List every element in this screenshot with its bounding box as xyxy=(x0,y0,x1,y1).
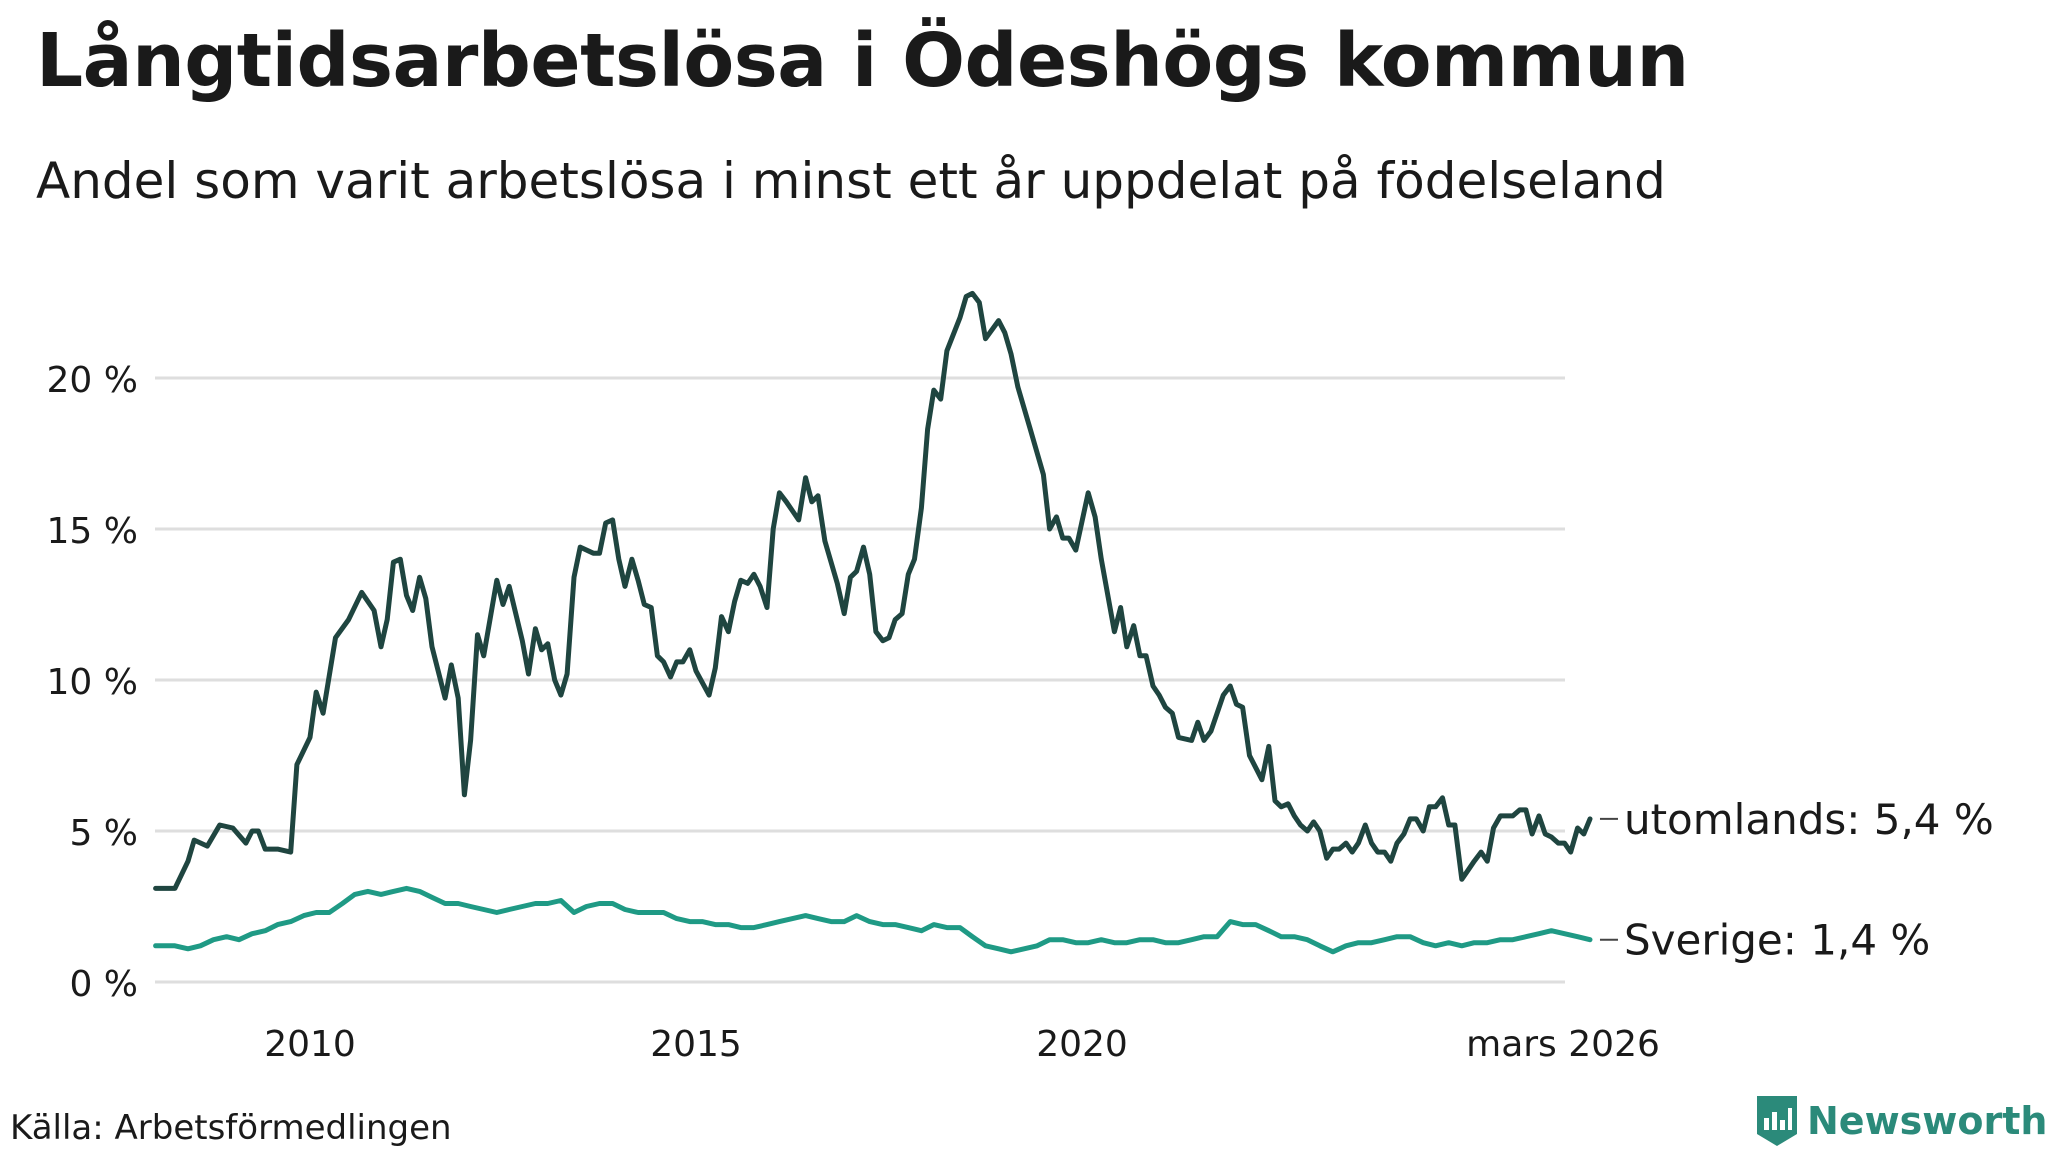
chart-subtitle: Andel som varit arbetslösa i minst ett å… xyxy=(36,152,1666,210)
y-tick-label: 20 % xyxy=(47,360,138,401)
series-line-utomlands xyxy=(153,290,1593,891)
newsworthy-logo-icon xyxy=(1757,1096,1797,1146)
brand-logo: Newsworthy xyxy=(1755,1094,2048,1148)
x-tick-label: 2020 xyxy=(1036,1024,1128,1065)
y-tick-label: 0 % xyxy=(69,964,138,1005)
x-tick-label: 2010 xyxy=(264,1024,356,1065)
series-end-labels: utomlands: 5,4 % Sverige: 1,4 % xyxy=(1599,795,1994,965)
series-line-sverige xyxy=(153,885,1593,955)
series-lines xyxy=(153,290,1593,955)
grid-lines xyxy=(155,376,1565,984)
y-tick-label: 10 % xyxy=(47,662,138,703)
x-axis-ticks: 2010 2015 2020 mars 2026 xyxy=(264,1024,1660,1065)
end-label-sverige: Sverige: 1,4 % xyxy=(1624,916,1930,965)
source-note: Källa: Arbetsförmedlingen xyxy=(10,1108,452,1148)
y-axis-ticks: 0 % 5 % 10 % 15 % 20 % xyxy=(47,360,138,1005)
chart-title: Långtidsarbetslösa i Ödeshögs kommun xyxy=(36,18,1689,104)
x-tick-label: 2015 xyxy=(650,1024,742,1065)
brand-name: Newsworthy xyxy=(1807,1099,2048,1143)
end-label-utomlands: utomlands: 5,4 % xyxy=(1624,795,1994,844)
y-tick-label: 15 % xyxy=(47,511,138,552)
x-tick-label: mars 2026 xyxy=(1466,1024,1660,1065)
y-tick-label: 5 % xyxy=(69,813,138,854)
